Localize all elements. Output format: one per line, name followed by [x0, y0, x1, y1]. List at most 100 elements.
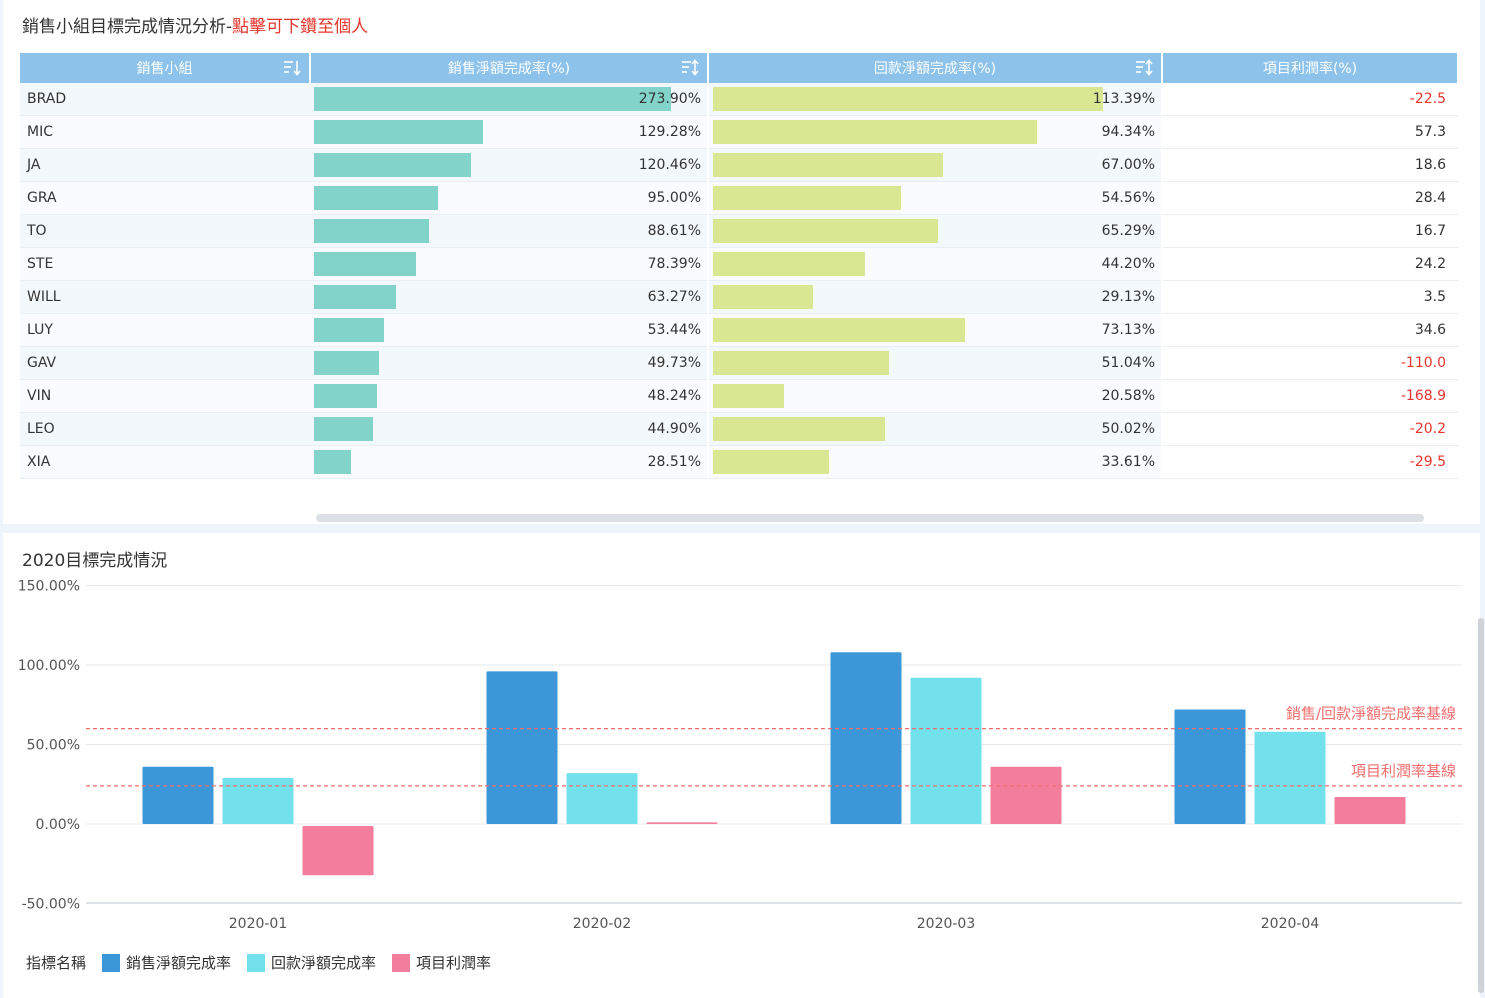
group-name-cell[interactable]: LEO: [20, 412, 310, 446]
legend-title: 指標名稱: [26, 954, 87, 972]
sales-rate-cell: 48.24%: [310, 379, 709, 413]
group-name-cell[interactable]: WILL: [20, 280, 310, 314]
group-name-cell[interactable]: MIC: [20, 115, 310, 149]
group-name-cell[interactable]: GAV: [20, 346, 310, 380]
y-tick-label: 0.00%: [36, 817, 80, 833]
table-row[interactable]: JA 120.46% 67.00% 18.6: [20, 148, 1458, 182]
legend-item-payment[interactable]: 回款淨額完成率: [247, 952, 376, 973]
x-tick-label: 2020-01: [229, 916, 288, 932]
sales-rate-bar: [314, 450, 351, 474]
table-row[interactable]: GRA 95.00% 54.56% 28.4: [20, 181, 1458, 215]
column-header-label: 銷售小組: [136, 61, 193, 77]
bar-profit-rate: [302, 826, 374, 876]
payment-rate-value: 44.20%: [1101, 256, 1155, 272]
x-tick-label: 2020-03: [917, 916, 976, 932]
payment-rate-value: 54.56%: [1101, 190, 1155, 206]
bar-sales-rate: [1174, 709, 1246, 824]
payment-rate-cell: 67.00%: [708, 148, 1163, 182]
drilldown-link[interactable]: 點擊可下鑽至個人: [232, 17, 369, 37]
vertical-scrollbar[interactable]: [1478, 618, 1484, 993]
bar-profit-rate: [646, 822, 718, 824]
group-name-cell[interactable]: JA: [20, 148, 310, 182]
legend-item-profit[interactable]: 項目利潤率: [392, 952, 491, 973]
column-header-label: 項目利潤率(%): [1262, 61, 1358, 77]
payment-rate-cell: 51.04%: [708, 346, 1163, 380]
table-row[interactable]: TO 88.61% 65.29% 16.7: [20, 214, 1458, 248]
legend-swatch: [392, 953, 411, 972]
group-name-cell[interactable]: BRAD: [20, 83, 310, 116]
table-row[interactable]: VIN 48.24% 20.58% -168.9: [20, 379, 1458, 413]
sales-rate-bar: [314, 120, 483, 144]
column-header-profit-rate[interactable]: 項目利潤率(%): [1162, 53, 1459, 83]
reference-line-label: 銷售/回款淨額完成率基線: [1286, 705, 1456, 723]
payment-rate-value: 113.39%: [1092, 91, 1155, 107]
legend-swatch: [247, 953, 266, 972]
profit-rate-cell: 18.6: [1162, 148, 1458, 182]
bar-profit-rate: [990, 766, 1062, 824]
sort-desc-icon[interactable]: [283, 59, 301, 77]
sales-rate-cell: 49.73%: [310, 346, 709, 380]
sales-rate-bar: [314, 318, 384, 342]
group-name-cell[interactable]: GRA: [20, 181, 310, 215]
reference-line-label: 項目利潤率基線: [1351, 762, 1456, 780]
payment-rate-cell: 65.29%: [708, 214, 1163, 248]
profit-rate-cell: 28.4: [1162, 181, 1458, 215]
column-header-label: 回款淨額完成率(%): [873, 61, 997, 77]
group-name-cell[interactable]: STE: [20, 247, 310, 281]
sales-rate-cell: 53.44%: [310, 313, 709, 347]
legend-item-sales[interactable]: 銷售淨額完成率: [102, 952, 231, 973]
horizontal-scrollbar[interactable]: [316, 514, 1424, 522]
sales-rate-bar: [314, 285, 396, 309]
table-row[interactable]: WILL 63.27% 29.13% 3.5: [20, 280, 1458, 314]
legend-swatch: [102, 953, 121, 972]
group-name-cell[interactable]: XIA: [20, 445, 310, 479]
group-name-cell[interactable]: VIN: [20, 379, 310, 413]
sales-rate-cell: 120.46%: [310, 148, 709, 182]
payment-rate-value: 29.13%: [1101, 289, 1155, 305]
sort-icon[interactable]: [681, 59, 699, 77]
sort-icon[interactable]: [1135, 59, 1153, 77]
payment-rate-value: 67.00%: [1101, 157, 1155, 173]
payment-rate-bar: [713, 450, 829, 474]
sales-rate-cell: 63.27%: [310, 280, 709, 314]
column-header-sales-rate[interactable]: 銷售淨額完成率(%): [310, 53, 709, 83]
sales-rate-value: 120.46%: [638, 157, 701, 173]
bar-payment-rate: [1254, 731, 1326, 824]
bar-profit-rate: [1334, 796, 1406, 824]
profit-rate-cell: 34.6: [1162, 313, 1458, 347]
sales-rate-value: 49.73%: [647, 355, 701, 371]
sales-rate-bar: [314, 351, 379, 375]
payment-rate-bar: [713, 285, 813, 309]
y-tick-label: 150.00%: [18, 579, 80, 595]
sales-rate-cell: 28.51%: [310, 445, 709, 479]
sales-rate-value: 273.90%: [638, 91, 701, 107]
x-tick-label: 2020-02: [573, 916, 632, 932]
bar-payment-rate: [222, 777, 294, 824]
table-row[interactable]: XIA 28.51% 33.61% -29.5: [20, 445, 1458, 479]
payment-rate-cell: 20.58%: [708, 379, 1163, 413]
table-row[interactable]: LEO 44.90% 50.02% -20.2: [20, 412, 1458, 446]
sales-rate-bar: [314, 219, 429, 243]
table-row[interactable]: GAV 49.73% 51.04% -110.0: [20, 346, 1458, 380]
chart-legend: 指標名稱 銷售淨額完成率 回款淨額完成率 項目利潤率: [26, 952, 491, 973]
column-header-group[interactable]: 銷售小組: [20, 53, 311, 83]
chart-title: 2020目標完成情況: [22, 551, 168, 571]
group-name-cell[interactable]: LUY: [20, 313, 310, 347]
payment-rate-bar: [713, 252, 865, 276]
group-name-cell[interactable]: TO: [20, 214, 310, 248]
table-row[interactable]: BRAD 273.90% 113.39% -22.5: [20, 83, 1458, 116]
table-row[interactable]: LUY 53.44% 73.13% 34.6: [20, 313, 1458, 347]
table-row[interactable]: STE 78.39% 44.20% 24.2: [20, 247, 1458, 281]
table-title: 銷售小組目標完成情況分析-點擊可下鑽至個人: [22, 12, 368, 37]
sales-rate-value: 28.51%: [647, 454, 701, 470]
table-row[interactable]: MIC 129.28% 94.34% 57.3: [20, 115, 1458, 149]
sales-rate-cell: 273.90%: [310, 83, 709, 116]
bar-sales-rate: [486, 671, 558, 824]
profit-rate-cell: -168.9: [1162, 379, 1458, 413]
profit-rate-cell: -110.0: [1162, 346, 1458, 380]
profit-rate-cell: 3.5: [1162, 280, 1458, 314]
sales-rate-bar: [314, 417, 373, 441]
bar-payment-rate: [566, 773, 638, 824]
column-header-payment-rate[interactable]: 回款淨額完成率(%): [708, 53, 1163, 83]
